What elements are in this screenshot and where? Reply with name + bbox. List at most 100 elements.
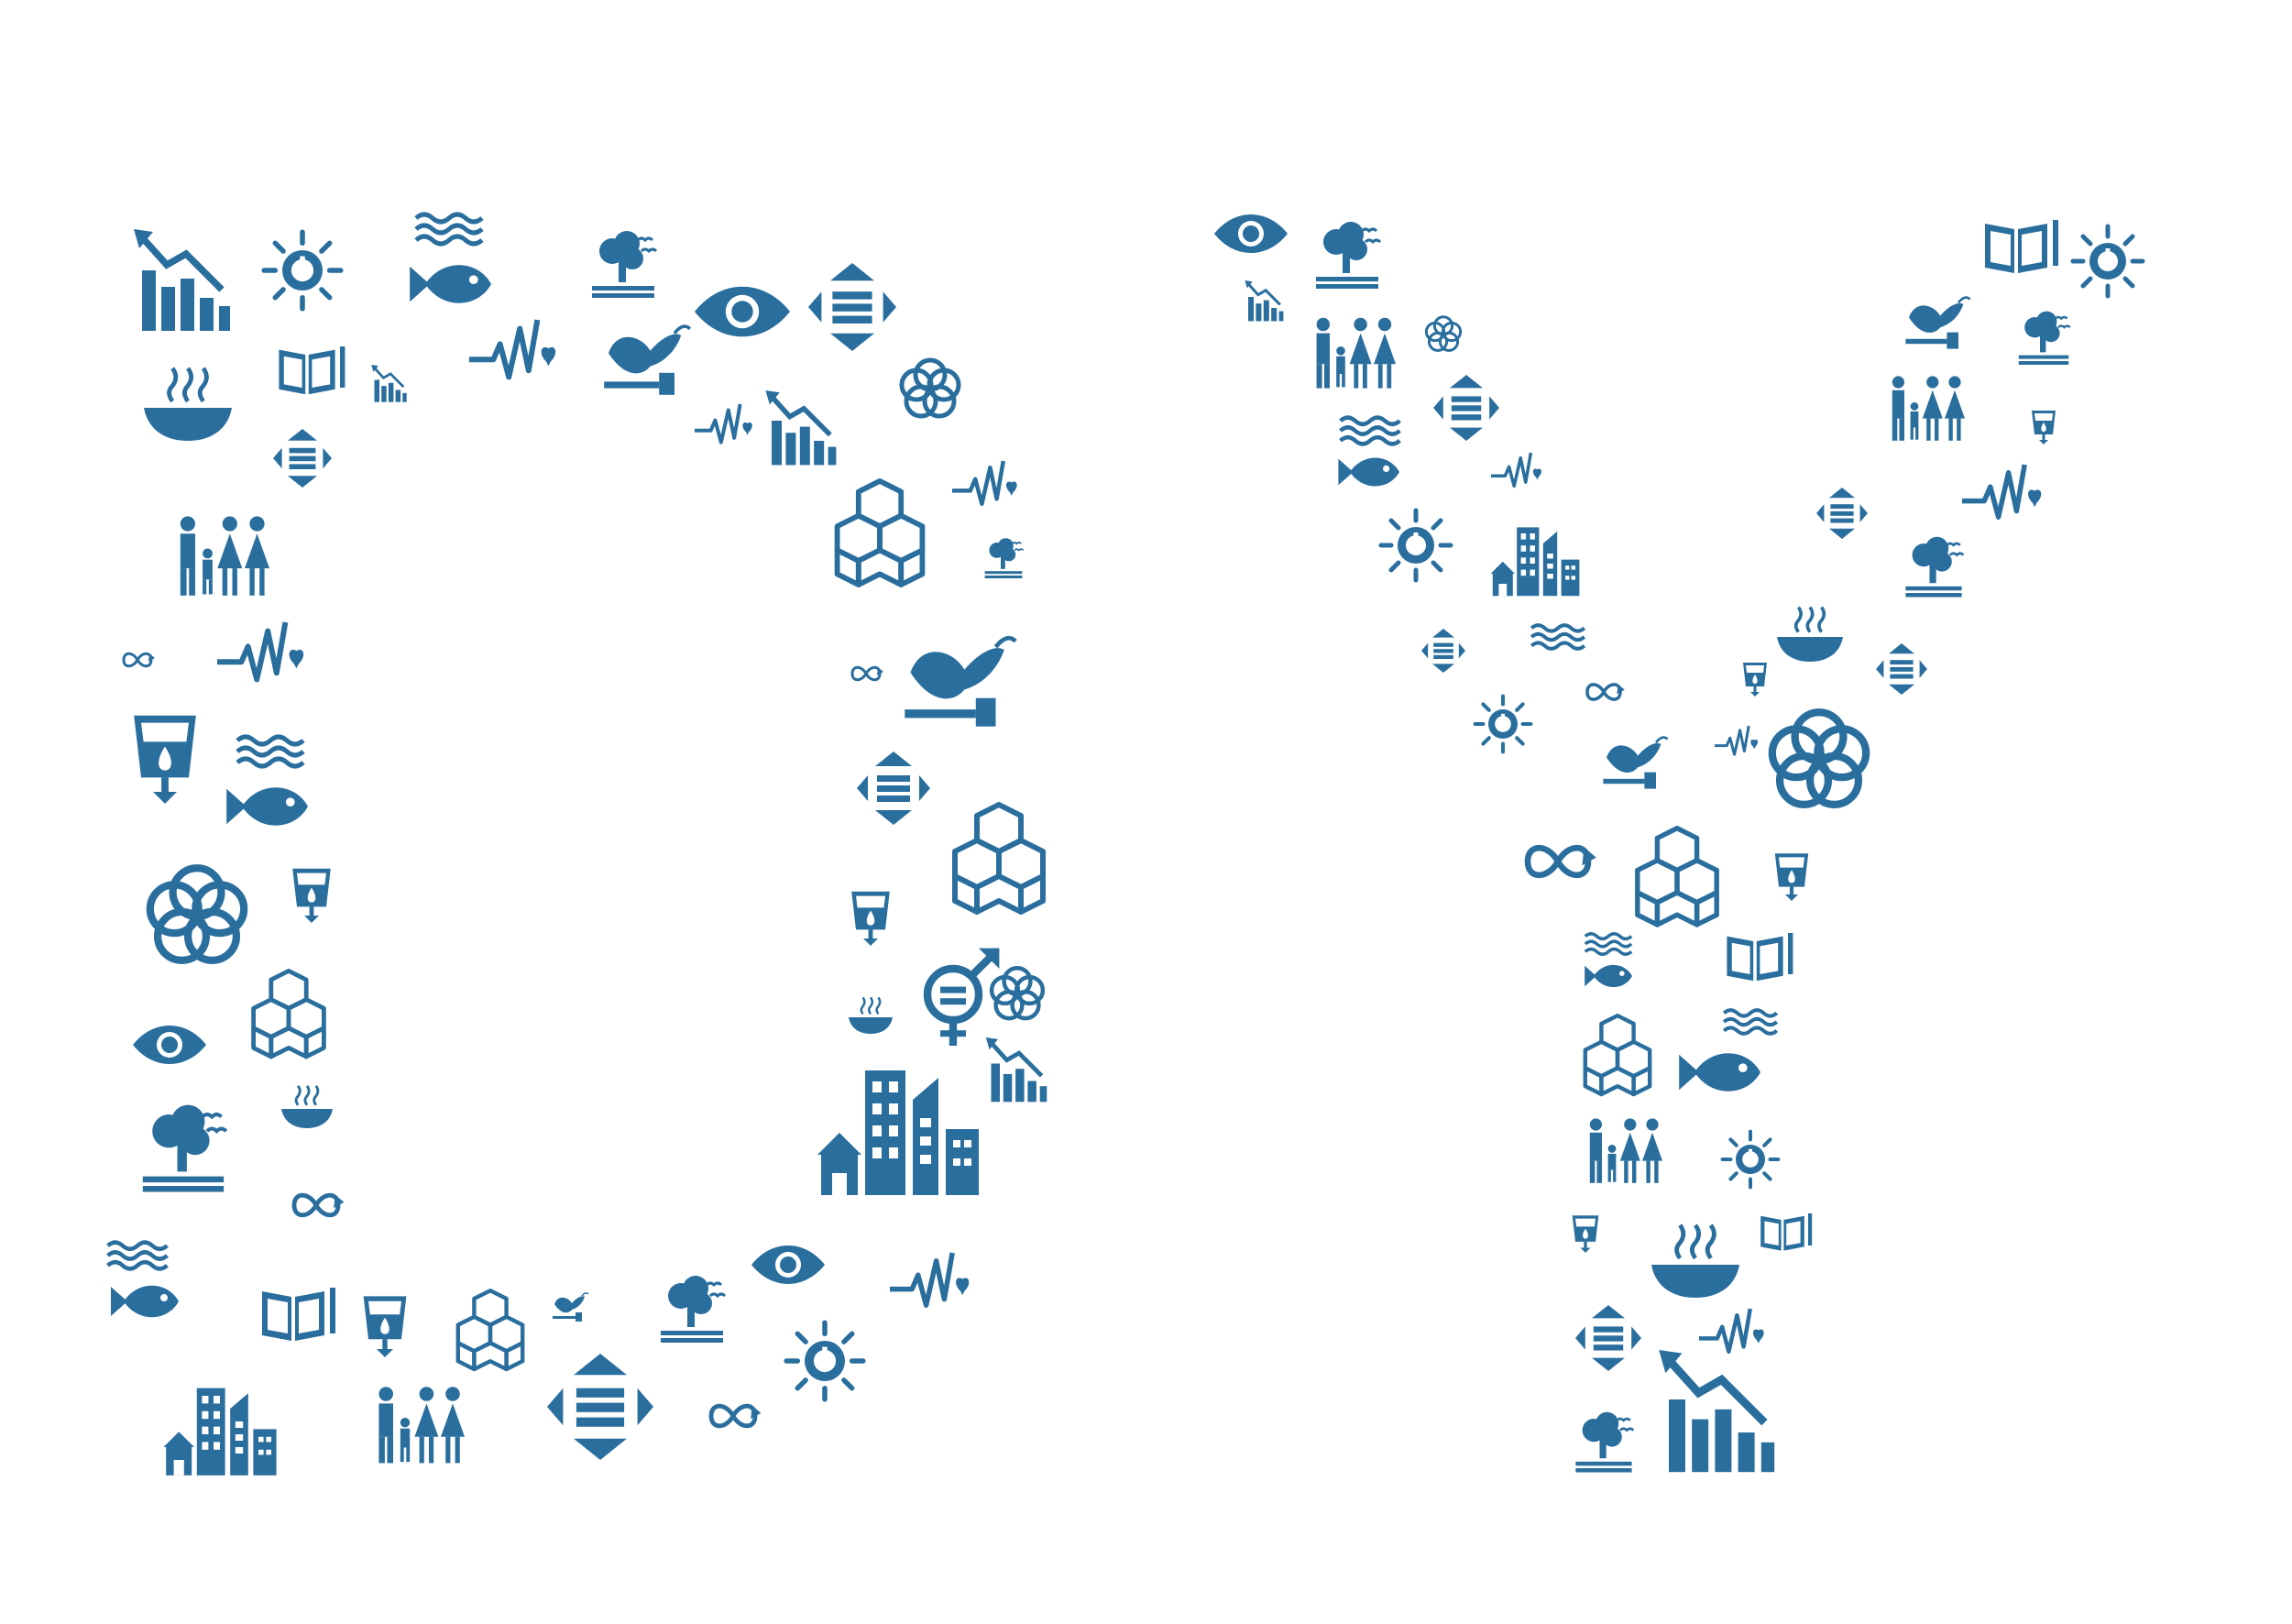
fish-icon <box>409 264 492 304</box>
diamond-icon <box>1432 374 1500 442</box>
city-icon <box>162 1387 278 1476</box>
diamond-icon <box>1875 642 1928 696</box>
chart-icon <box>986 1037 1047 1102</box>
cup-icon <box>1572 1215 1599 1254</box>
city-icon <box>1490 526 1580 597</box>
sun-icon <box>1475 697 1531 752</box>
chart-icon <box>369 363 409 404</box>
pulse-icon <box>890 1253 969 1305</box>
fish-icon <box>225 786 309 827</box>
bowl-icon <box>1651 1225 1739 1298</box>
diamond-icon <box>1420 628 1466 674</box>
diamond-icon <box>272 428 333 488</box>
tree-icon <box>1904 535 1965 598</box>
tree-icon <box>590 229 658 300</box>
family-icon <box>1892 375 1966 442</box>
cubes-icon <box>955 805 1043 912</box>
tree-icon <box>2017 310 2072 367</box>
fish-icon <box>110 1285 180 1318</box>
dove-icon <box>602 324 692 397</box>
infinity-icon <box>850 665 885 682</box>
pulse-icon <box>1713 724 1760 756</box>
book-icon <box>1760 1213 1813 1251</box>
sun-icon <box>1723 1132 1779 1188</box>
tree-icon <box>1574 1410 1635 1474</box>
dove-icon <box>1904 296 1971 350</box>
flower-icon <box>1772 712 1866 805</box>
waves-icon <box>416 214 482 244</box>
tree-icon <box>983 537 1025 579</box>
tree-icon <box>140 1103 228 1194</box>
icon-letters-group <box>108 214 2143 1476</box>
waves-icon <box>1584 932 1633 956</box>
sun-icon <box>1381 510 1451 580</box>
flower-icon <box>902 360 959 416</box>
chart-icon <box>1243 279 1285 323</box>
diamond-icon <box>546 1353 654 1461</box>
bowl-icon <box>847 996 894 1036</box>
infinity-icon <box>1585 682 1627 701</box>
bowl-icon <box>280 1084 334 1130</box>
family-icon <box>1315 317 1397 390</box>
dove-icon <box>1602 736 1669 790</box>
book-icon <box>1984 219 2059 274</box>
family-icon <box>180 515 270 597</box>
pulse-icon <box>695 404 752 443</box>
book-icon <box>261 1287 336 1342</box>
pulse-icon <box>217 622 303 679</box>
tree-icon <box>1314 220 1382 291</box>
diamond-icon <box>856 751 931 826</box>
city-icon <box>817 1070 980 1196</box>
waves-icon <box>108 1243 168 1269</box>
infinity-icon <box>294 1195 344 1215</box>
cup-icon <box>1774 852 1809 902</box>
book-icon <box>1726 932 1793 982</box>
dove-icon <box>552 1292 589 1322</box>
cup-icon <box>1742 662 1768 697</box>
cup-icon <box>291 868 332 924</box>
sun-icon <box>786 1322 863 1399</box>
pulse-icon <box>469 320 555 377</box>
waves-icon <box>237 737 303 766</box>
family-icon <box>378 1386 466 1465</box>
chart-icon <box>1659 1350 1774 1472</box>
tree-icon <box>659 1274 727 1344</box>
pulse-icon <box>1699 1309 1764 1352</box>
book-icon <box>278 346 345 395</box>
eye-icon <box>1213 214 1289 254</box>
pulse-icon <box>1962 465 2041 517</box>
waves-icon <box>1341 418 1400 444</box>
waves-icon <box>1724 1010 1777 1034</box>
cup-icon <box>2031 410 2056 445</box>
pulse-icon <box>952 461 1017 504</box>
gender-icon <box>927 949 999 1046</box>
family-icon <box>1589 1117 1663 1184</box>
bowl-icon <box>1775 605 1845 664</box>
cubes-icon <box>458 1290 522 1369</box>
pulse-icon <box>1489 451 1543 488</box>
waves-icon <box>1531 625 1585 649</box>
cubes-icon <box>1585 1015 1650 1094</box>
infinity-icon <box>1528 848 1596 875</box>
fish-icon <box>1337 457 1400 487</box>
fish-icon <box>1584 964 1633 988</box>
dove-icon <box>905 638 1015 726</box>
diamond-icon <box>1574 1304 1642 1372</box>
fish-icon <box>1678 1052 1761 1092</box>
flower-icon <box>150 868 244 960</box>
eye-icon <box>694 286 791 337</box>
eye-icon <box>751 1245 826 1285</box>
chart-icon <box>765 390 836 465</box>
cubes-icon <box>254 971 324 1057</box>
bowl-icon <box>144 368 232 441</box>
chart-icon <box>134 229 230 331</box>
cup-icon <box>133 715 197 805</box>
cup-icon <box>850 891 891 947</box>
flower-icon <box>992 968 1043 1018</box>
infinity-icon <box>122 652 157 668</box>
cup-icon <box>363 1295 407 1358</box>
diamond-icon <box>1815 487 1869 540</box>
diamond-icon <box>807 262 897 352</box>
